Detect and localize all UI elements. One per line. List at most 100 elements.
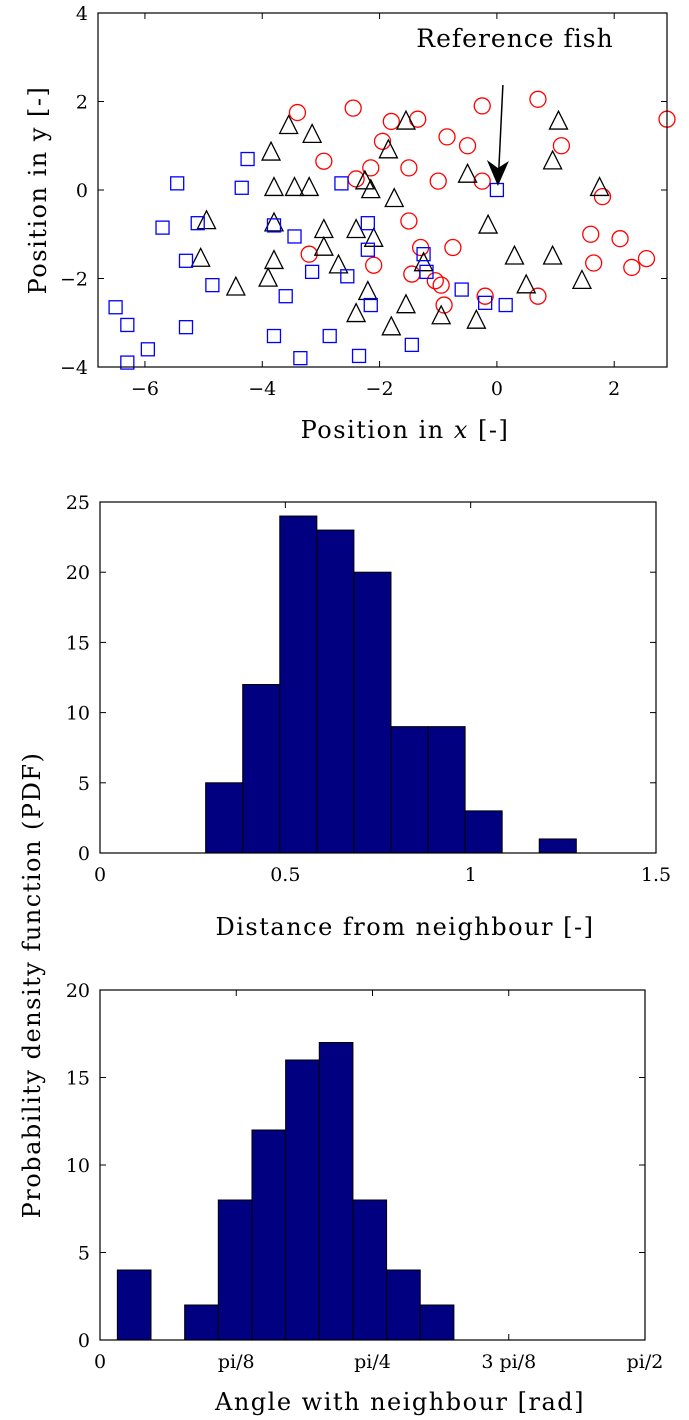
angle-histogram-panel: Angle with neighbour [rad] 0 pi/8 pi/4 3 pi… [66,980,664,1416]
circle-marker [373,132,392,150]
circle-marker [582,225,600,243]
triangle-marker [225,275,246,296]
triangle-marker [431,304,452,325]
plot-frame [97,12,668,368]
triangle-marker [346,302,367,323]
reference-fish-annotation: Reference fish [416,24,613,53]
x-tick-label: 0 [491,378,503,400]
triangle-marker [263,176,285,197]
circle-marker [473,97,491,115]
circle-marker [288,103,307,122]
histogram-bar [217,1199,253,1341]
triangle-marker [190,246,211,267]
triangle-marker [542,244,563,265]
triangle-marker [346,218,367,239]
square-marker [190,216,205,231]
triangle-marker [589,176,610,197]
square-marker [334,176,349,191]
circle-marker [473,172,491,190]
square-marker [240,151,255,167]
y-tick-label: 20 [66,562,90,584]
y-tick-label: −4 [60,357,88,379]
square-marker [360,216,375,231]
circle-marker [529,90,547,108]
circle-marker [426,272,444,290]
reference-arrow-head [486,160,509,186]
triangle-marker [299,176,320,197]
y-tick-label: 0 [76,180,88,202]
square-marker [360,242,375,257]
triangle-marker [516,273,537,294]
triangle-marker [258,266,279,287]
triangle-marker [478,213,499,234]
scatter-ylabel: Position in y [-] [24,86,52,295]
square-marker [155,220,170,235]
y-tick-label: −2 [60,269,88,291]
x-tick-label: pi/2 [627,1351,664,1373]
circle-marker [444,238,462,257]
square-marker [170,176,185,191]
triangle-marker [395,293,417,314]
reference-arrow-shaft [498,84,504,169]
scatter-panel: Position in x [-] Position in y [-] Refe… [24,3,676,444]
square-marker [363,297,378,313]
y-tick-label: 20 [66,980,90,1002]
square-marker [351,348,367,364]
circle-marker [476,287,494,305]
circle-marker [315,152,333,170]
triangle-marker [263,211,285,232]
square-marker [478,295,493,310]
histogram-bar [353,571,392,854]
histogram-bar [427,726,466,854]
distance-xlabel: Distance from neighbour [-] [216,913,595,941]
triangle-marker [354,169,375,190]
x-tick-label: 0.5 [270,864,300,886]
plot-frame [99,989,646,1341]
square-marker [266,328,282,344]
square-marker [120,317,135,333]
triangle-marker [466,308,487,329]
square-marker [419,264,434,280]
triangle-marker [395,109,417,130]
square-marker [416,247,431,262]
circle-marker [429,172,447,190]
triangle-marker [413,251,434,272]
triangle-marker [571,269,592,290]
circle-marker [438,128,456,146]
x-tick-label: −2 [366,378,394,400]
histogram-bar [316,529,355,854]
triangle-marker [278,114,299,135]
circle-marker [458,137,477,155]
distance-histogram-panel: Distance from neighbour [-] 0 0.5 1 1.5 0 5 10… [66,492,671,941]
square-marker [304,264,320,280]
circle-marker [365,256,383,274]
histogram-bar [205,782,244,854]
circle-marker [432,276,450,294]
y-tick-label: 2 [76,92,88,114]
triangle-marker [302,123,323,143]
x-tick-label: pi/8 [218,1351,255,1373]
triangle-marker [357,280,378,301]
triangle-marker [542,149,563,170]
triangle-marker [384,187,405,208]
x-tick-label: −6 [131,378,159,400]
circle-marker [552,137,571,155]
x-tick-label: 1 [465,864,477,886]
y-tick-label: 25 [66,492,90,514]
circle-marker [382,112,400,131]
square-marker [108,300,123,315]
histogram-bar [318,1042,354,1341]
histogram-bar [390,726,429,854]
histogram-bar [464,810,503,854]
angle-xlabel: Angle with neighbour [rad] [214,1388,585,1416]
y-tick-label: 15 [66,1068,90,1090]
triangle-marker [457,162,478,183]
square-marker [234,180,249,195]
square-marker [266,218,282,233]
x-tick-label: 3 pi/8 [481,1351,536,1373]
square-marker [498,297,513,313]
triangle-marker [548,109,569,130]
triangle-marker [360,178,381,199]
histogram-bar [251,1129,287,1341]
triangle-marker [263,249,285,270]
